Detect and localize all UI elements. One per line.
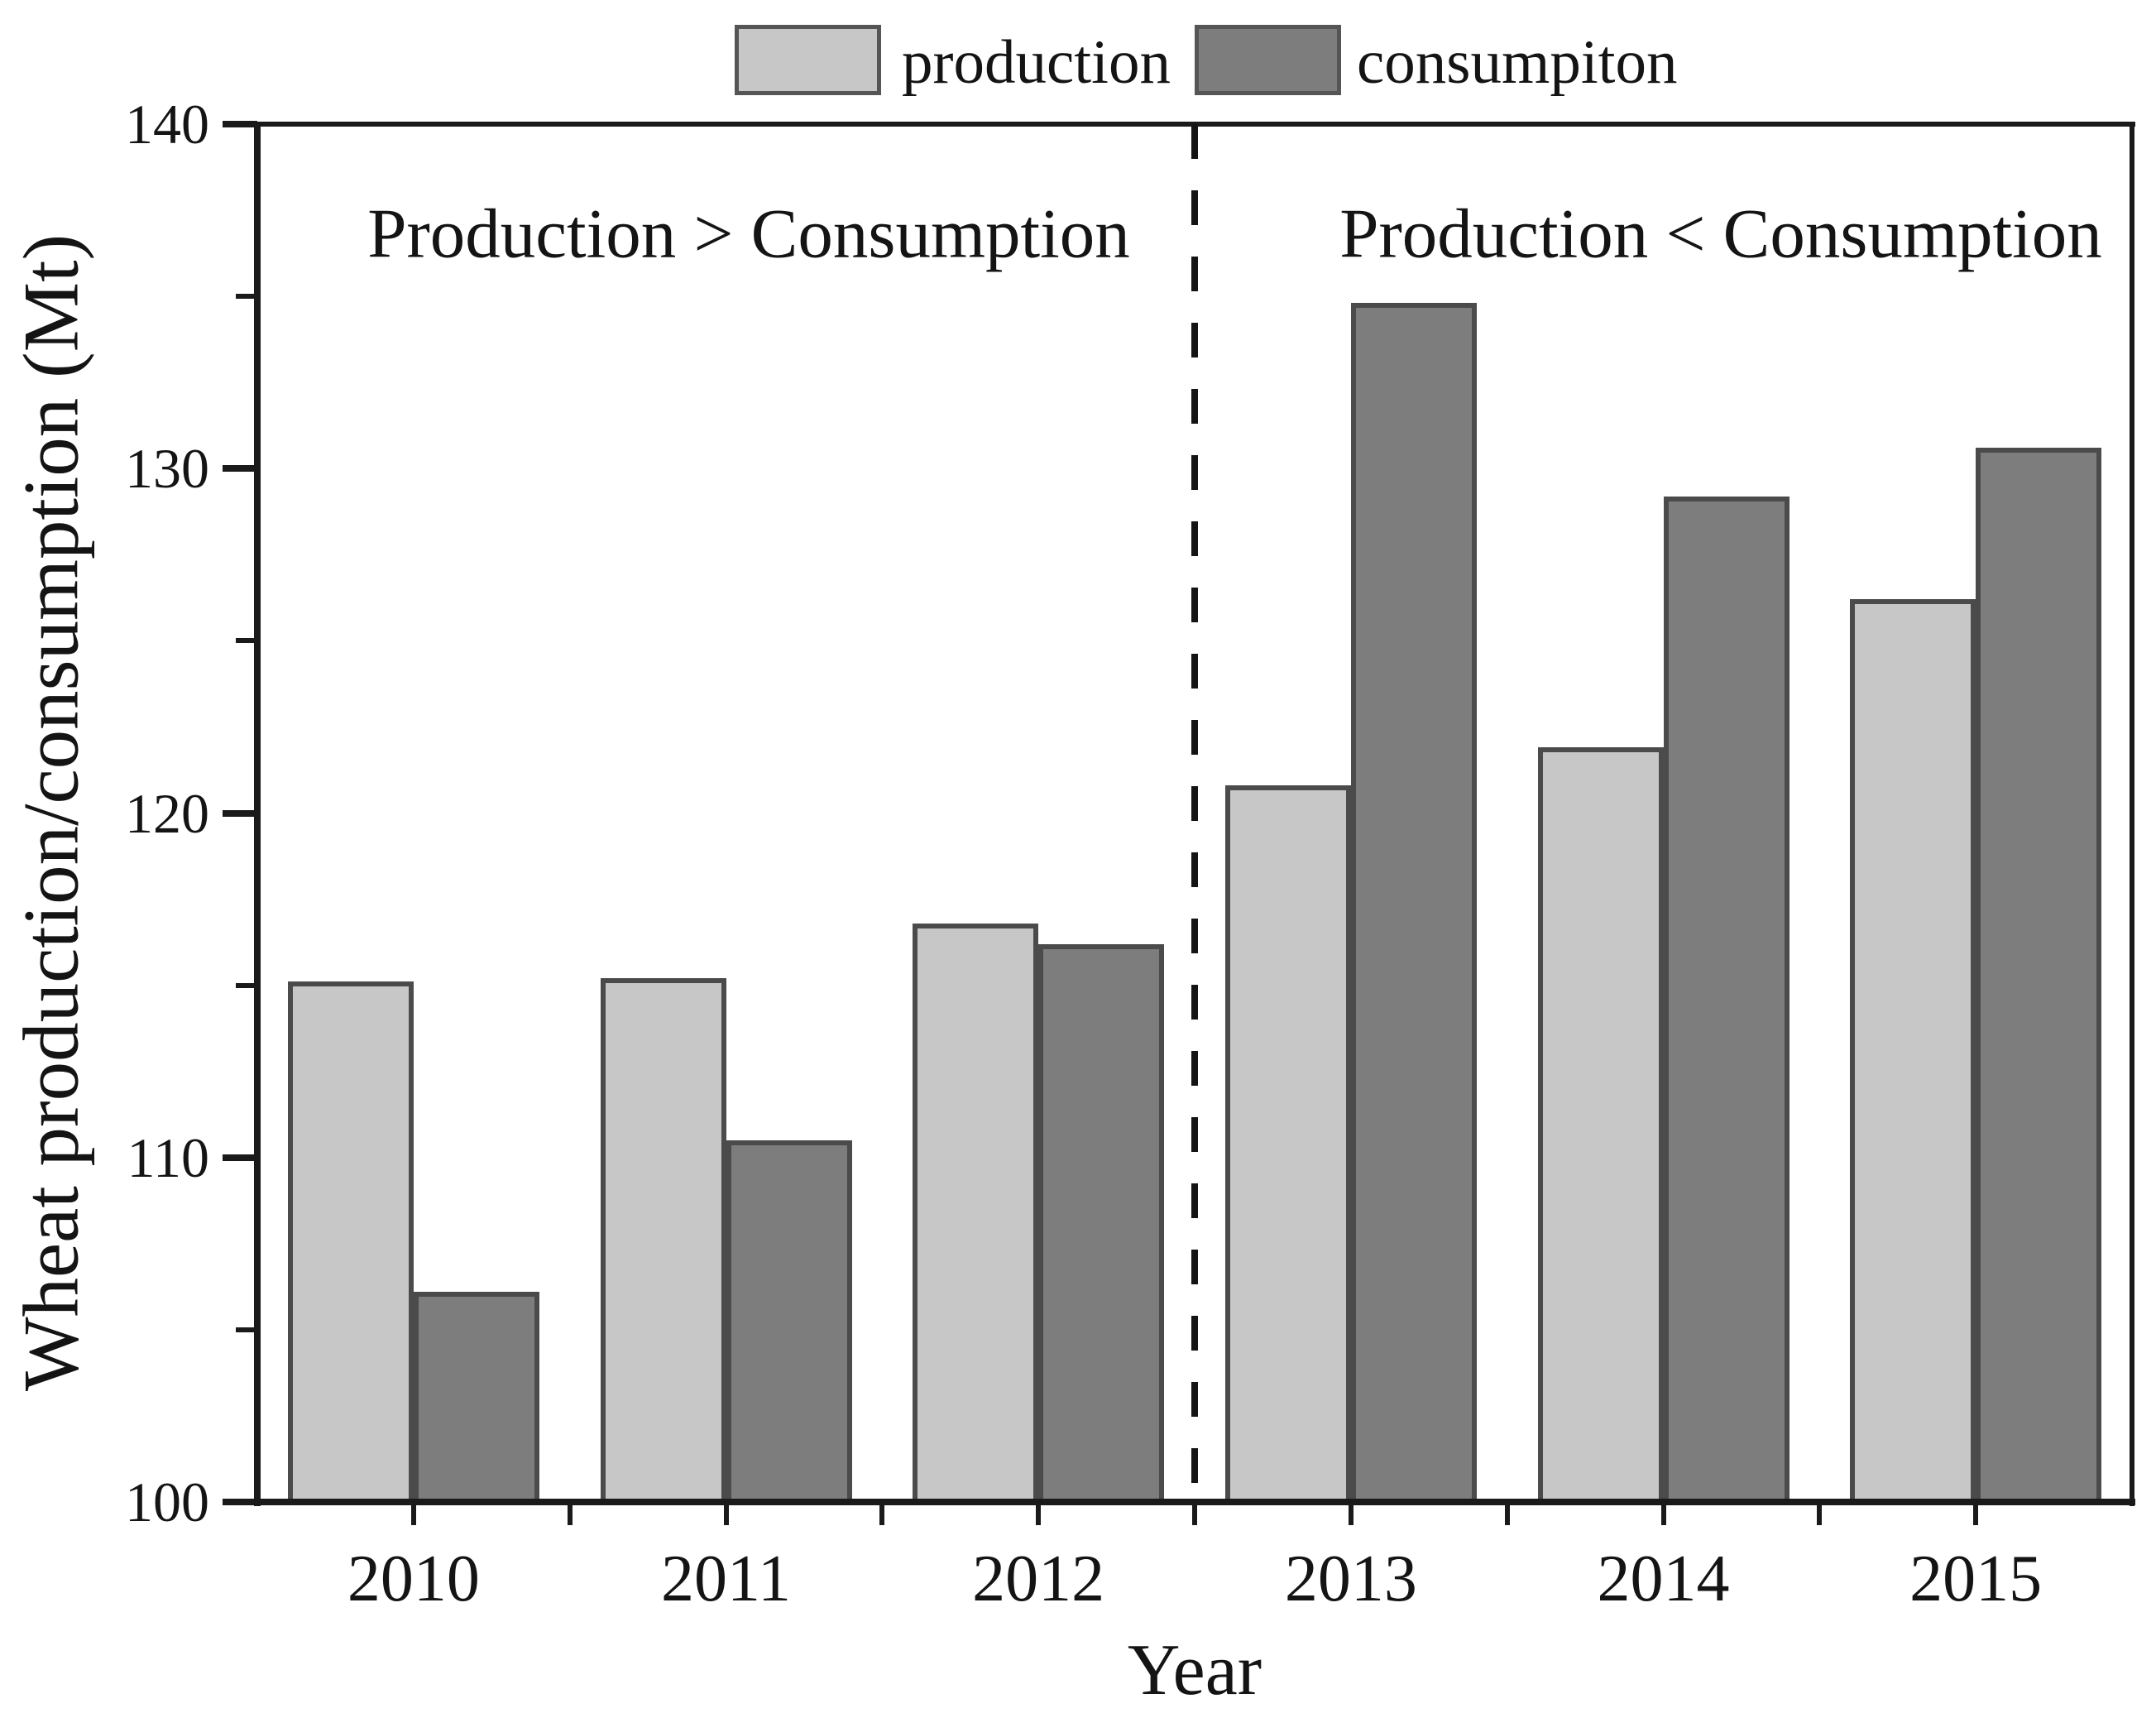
separator-dashed-line <box>1191 124 1198 1502</box>
bar-consumpiton-2015[interactable] <box>1976 448 2102 1505</box>
x-center-tick <box>1660 1505 1666 1525</box>
x-tick-label-2013: 2013 <box>1284 1543 1417 1615</box>
bar-consumpiton-2013[interactable] <box>1350 303 1477 1505</box>
x-center-tick <box>1973 1505 1979 1525</box>
x-boundary-tick <box>879 1505 885 1525</box>
axis-right <box>2130 122 2134 1506</box>
x-tick-label-2011: 2011 <box>660 1543 792 1615</box>
y-tick-label: 140 <box>125 93 209 156</box>
y-major-tick <box>223 465 257 473</box>
annotation-production-gt-consumption: Production > Consumption <box>367 194 1130 273</box>
legend-label-production: production <box>902 28 1171 97</box>
y-tick-label: 100 <box>125 1471 209 1533</box>
x-boundary-tick <box>1504 1505 1510 1525</box>
legend-swatch-production <box>735 25 881 95</box>
x-boundary-tick <box>1192 1505 1197 1525</box>
y-tick-label: 120 <box>125 781 209 845</box>
bar-production-2015[interactable] <box>1850 599 1976 1505</box>
x-tick-label-2014: 2014 <box>1597 1543 1730 1615</box>
bar-production-2011[interactable] <box>600 978 726 1505</box>
x-boundary-tick <box>1817 1505 1823 1525</box>
x-center-tick <box>1036 1505 1042 1525</box>
y-tick-label: 130 <box>125 437 209 501</box>
axis-left <box>254 122 261 1506</box>
legend-label-consumption: consumpiton <box>1357 28 1678 97</box>
bar-consumpiton-2011[interactable] <box>726 1140 852 1505</box>
bar-consumpiton-2012[interactable] <box>1038 943 1165 1505</box>
y-tick-label: 110 <box>127 1125 209 1189</box>
x-center-tick <box>723 1505 729 1525</box>
bar-production-2010[interactable] <box>287 981 414 1505</box>
annotation-production-lt-consumption: Production < Consumption <box>1339 194 2102 273</box>
bar-production-2012[interactable] <box>913 923 1039 1505</box>
x-center-tick <box>410 1505 416 1525</box>
y-minor-tick <box>236 294 257 300</box>
legend-swatch-consumption <box>1195 25 1341 95</box>
bar-consumpiton-2010[interactable] <box>413 1292 539 1505</box>
y-major-tick <box>223 1154 257 1161</box>
y-major-tick <box>223 121 257 127</box>
y-major-tick <box>223 809 257 817</box>
x-tick-label-2010: 2010 <box>347 1543 480 1615</box>
bar-consumpiton-2014[interactable] <box>1663 496 1789 1505</box>
y-minor-tick <box>236 638 257 644</box>
x-boundary-tick <box>567 1505 573 1525</box>
y-minor-tick <box>236 1327 257 1332</box>
x-tick-label-2012: 2012 <box>972 1543 1105 1615</box>
x-tick-label-2015: 2015 <box>1909 1543 2043 1615</box>
x-center-tick <box>1348 1505 1353 1525</box>
bar-production-2013[interactable] <box>1224 785 1351 1505</box>
axis-bottom <box>254 1499 2135 1505</box>
bar-production-2014[interactable] <box>1537 747 1664 1505</box>
x-axis-title: Year <box>1127 1630 1262 1711</box>
y-minor-tick <box>236 982 257 988</box>
y-axis-title: Wheat production/consumption (Mt) <box>7 233 95 1392</box>
y-major-tick <box>223 1499 257 1505</box>
